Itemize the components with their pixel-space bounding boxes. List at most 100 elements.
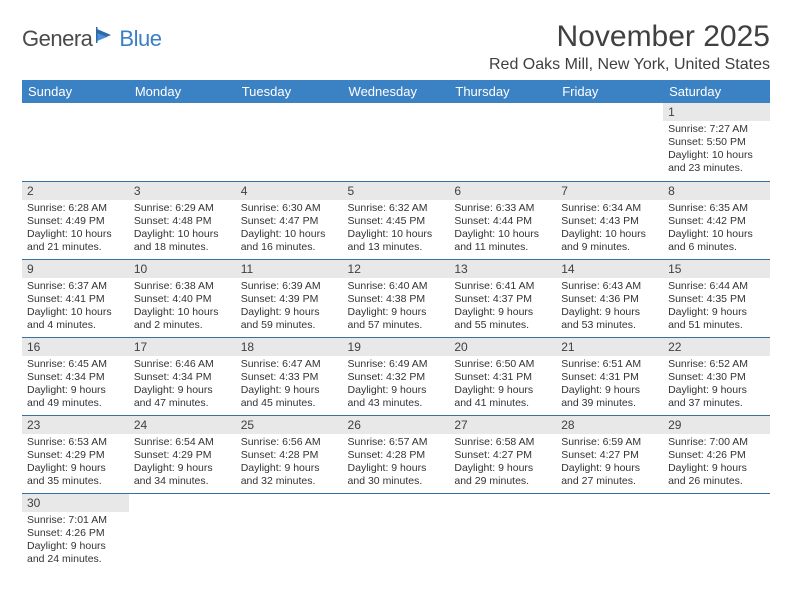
logo-text-2: Blue <box>119 26 161 52</box>
day-number: 8 <box>663 182 770 200</box>
flag-icon <box>96 27 116 48</box>
day-number: 12 <box>343 260 450 278</box>
calendar-row: 30Sunrise: 7:01 AMSunset: 4:26 PMDayligh… <box>22 493 770 571</box>
day-details: Sunrise: 6:51 AMSunset: 4:31 PMDaylight:… <box>556 356 663 413</box>
calendar-cell <box>449 493 556 571</box>
calendar-cell: 11Sunrise: 6:39 AMSunset: 4:39 PMDayligh… <box>236 259 343 337</box>
day-details: Sunrise: 6:54 AMSunset: 4:29 PMDaylight:… <box>129 434 236 491</box>
day-details: Sunrise: 6:37 AMSunset: 4:41 PMDaylight:… <box>22 278 129 335</box>
calendar-cell: 29Sunrise: 7:00 AMSunset: 4:26 PMDayligh… <box>663 415 770 493</box>
day-number: 25 <box>236 416 343 434</box>
day-number: 27 <box>449 416 556 434</box>
calendar-cell: 17Sunrise: 6:46 AMSunset: 4:34 PMDayligh… <box>129 337 236 415</box>
page-title: November 2025 <box>489 20 770 54</box>
calendar-cell: 2Sunrise: 6:28 AMSunset: 4:49 PMDaylight… <box>22 181 129 259</box>
day-details: Sunrise: 6:47 AMSunset: 4:33 PMDaylight:… <box>236 356 343 413</box>
day-number: 2 <box>22 182 129 200</box>
day-number: 20 <box>449 338 556 356</box>
calendar-cell: 27Sunrise: 6:58 AMSunset: 4:27 PMDayligh… <box>449 415 556 493</box>
day-details: Sunrise: 6:40 AMSunset: 4:38 PMDaylight:… <box>343 278 450 335</box>
calendar-cell: 26Sunrise: 6:57 AMSunset: 4:28 PMDayligh… <box>343 415 450 493</box>
day-number: 22 <box>663 338 770 356</box>
logo-text-1: Genera <box>22 26 92 52</box>
calendar-cell <box>343 493 450 571</box>
day-number: 5 <box>343 182 450 200</box>
day-details: Sunrise: 6:59 AMSunset: 4:27 PMDaylight:… <box>556 434 663 491</box>
day-number: 10 <box>129 260 236 278</box>
day-details: Sunrise: 7:01 AMSunset: 4:26 PMDaylight:… <box>22 512 129 569</box>
weekday-header: Tuesday <box>236 80 343 103</box>
day-details: Sunrise: 6:39 AMSunset: 4:39 PMDaylight:… <box>236 278 343 335</box>
weekday-header: Wednesday <box>343 80 450 103</box>
day-number: 16 <box>22 338 129 356</box>
day-details: Sunrise: 6:49 AMSunset: 4:32 PMDaylight:… <box>343 356 450 413</box>
day-number: 11 <box>236 260 343 278</box>
day-number: 18 <box>236 338 343 356</box>
day-number: 4 <box>236 182 343 200</box>
day-number: 17 <box>129 338 236 356</box>
calendar-cell <box>22 103 129 181</box>
day-details: Sunrise: 6:38 AMSunset: 4:40 PMDaylight:… <box>129 278 236 335</box>
day-details: Sunrise: 6:28 AMSunset: 4:49 PMDaylight:… <box>22 200 129 257</box>
calendar-cell <box>556 103 663 181</box>
calendar-cell: 9Sunrise: 6:37 AMSunset: 4:41 PMDaylight… <box>22 259 129 337</box>
day-details: Sunrise: 6:32 AMSunset: 4:45 PMDaylight:… <box>343 200 450 257</box>
day-number: 7 <box>556 182 663 200</box>
day-details: Sunrise: 6:52 AMSunset: 4:30 PMDaylight:… <box>663 356 770 413</box>
day-details: Sunrise: 6:58 AMSunset: 4:27 PMDaylight:… <box>449 434 556 491</box>
day-number: 26 <box>343 416 450 434</box>
day-number: 30 <box>22 494 129 512</box>
day-number: 9 <box>22 260 129 278</box>
calendar-cell: 1Sunrise: 7:27 AMSunset: 5:50 PMDaylight… <box>663 103 770 181</box>
calendar-cell <box>129 493 236 571</box>
calendar-cell: 10Sunrise: 6:38 AMSunset: 4:40 PMDayligh… <box>129 259 236 337</box>
day-details: Sunrise: 7:00 AMSunset: 4:26 PMDaylight:… <box>663 434 770 491</box>
day-number: 29 <box>663 416 770 434</box>
calendar-cell <box>236 103 343 181</box>
calendar-cell: 12Sunrise: 6:40 AMSunset: 4:38 PMDayligh… <box>343 259 450 337</box>
weekday-header: Friday <box>556 80 663 103</box>
weekday-header: Monday <box>129 80 236 103</box>
day-number: 15 <box>663 260 770 278</box>
day-number: 28 <box>556 416 663 434</box>
calendar-row: 9Sunrise: 6:37 AMSunset: 4:41 PMDaylight… <box>22 259 770 337</box>
calendar-cell: 30Sunrise: 7:01 AMSunset: 4:26 PMDayligh… <box>22 493 129 571</box>
day-details: Sunrise: 6:50 AMSunset: 4:31 PMDaylight:… <box>449 356 556 413</box>
calendar-cell: 15Sunrise: 6:44 AMSunset: 4:35 PMDayligh… <box>663 259 770 337</box>
day-number: 1 <box>663 103 770 121</box>
weekday-header: Saturday <box>663 80 770 103</box>
header: Genera Blue November 2025 Red Oaks Mill,… <box>22 20 770 74</box>
calendar-cell: 20Sunrise: 6:50 AMSunset: 4:31 PMDayligh… <box>449 337 556 415</box>
calendar-table: SundayMondayTuesdayWednesdayThursdayFrid… <box>22 80 770 571</box>
day-details: Sunrise: 6:35 AMSunset: 4:42 PMDaylight:… <box>663 200 770 257</box>
location: Red Oaks Mill, New York, United States <box>489 56 770 74</box>
calendar-cell: 14Sunrise: 6:43 AMSunset: 4:36 PMDayligh… <box>556 259 663 337</box>
calendar-cell <box>129 103 236 181</box>
day-number: 19 <box>343 338 450 356</box>
day-details: Sunrise: 6:33 AMSunset: 4:44 PMDaylight:… <box>449 200 556 257</box>
calendar-cell: 22Sunrise: 6:52 AMSunset: 4:30 PMDayligh… <box>663 337 770 415</box>
calendar-row: 23Sunrise: 6:53 AMSunset: 4:29 PMDayligh… <box>22 415 770 493</box>
calendar-cell: 18Sunrise: 6:47 AMSunset: 4:33 PMDayligh… <box>236 337 343 415</box>
day-number: 23 <box>22 416 129 434</box>
calendar-row: 16Sunrise: 6:45 AMSunset: 4:34 PMDayligh… <box>22 337 770 415</box>
day-details: Sunrise: 6:34 AMSunset: 4:43 PMDaylight:… <box>556 200 663 257</box>
day-details: Sunrise: 6:45 AMSunset: 4:34 PMDaylight:… <box>22 356 129 413</box>
calendar-cell <box>663 493 770 571</box>
day-details: Sunrise: 6:53 AMSunset: 4:29 PMDaylight:… <box>22 434 129 491</box>
day-number: 24 <box>129 416 236 434</box>
calendar-cell <box>343 103 450 181</box>
calendar-cell: 8Sunrise: 6:35 AMSunset: 4:42 PMDaylight… <box>663 181 770 259</box>
day-details: Sunrise: 6:43 AMSunset: 4:36 PMDaylight:… <box>556 278 663 335</box>
logo: Genera Blue <box>22 26 161 52</box>
calendar-cell: 6Sunrise: 6:33 AMSunset: 4:44 PMDaylight… <box>449 181 556 259</box>
calendar-cell: 5Sunrise: 6:32 AMSunset: 4:45 PMDaylight… <box>343 181 450 259</box>
calendar-cell: 24Sunrise: 6:54 AMSunset: 4:29 PMDayligh… <box>129 415 236 493</box>
calendar-cell: 7Sunrise: 6:34 AMSunset: 4:43 PMDaylight… <box>556 181 663 259</box>
calendar-cell <box>449 103 556 181</box>
calendar-cell: 21Sunrise: 6:51 AMSunset: 4:31 PMDayligh… <box>556 337 663 415</box>
calendar-cell: 4Sunrise: 6:30 AMSunset: 4:47 PMDaylight… <box>236 181 343 259</box>
day-number: 13 <box>449 260 556 278</box>
calendar-cell <box>556 493 663 571</box>
calendar-cell: 25Sunrise: 6:56 AMSunset: 4:28 PMDayligh… <box>236 415 343 493</box>
